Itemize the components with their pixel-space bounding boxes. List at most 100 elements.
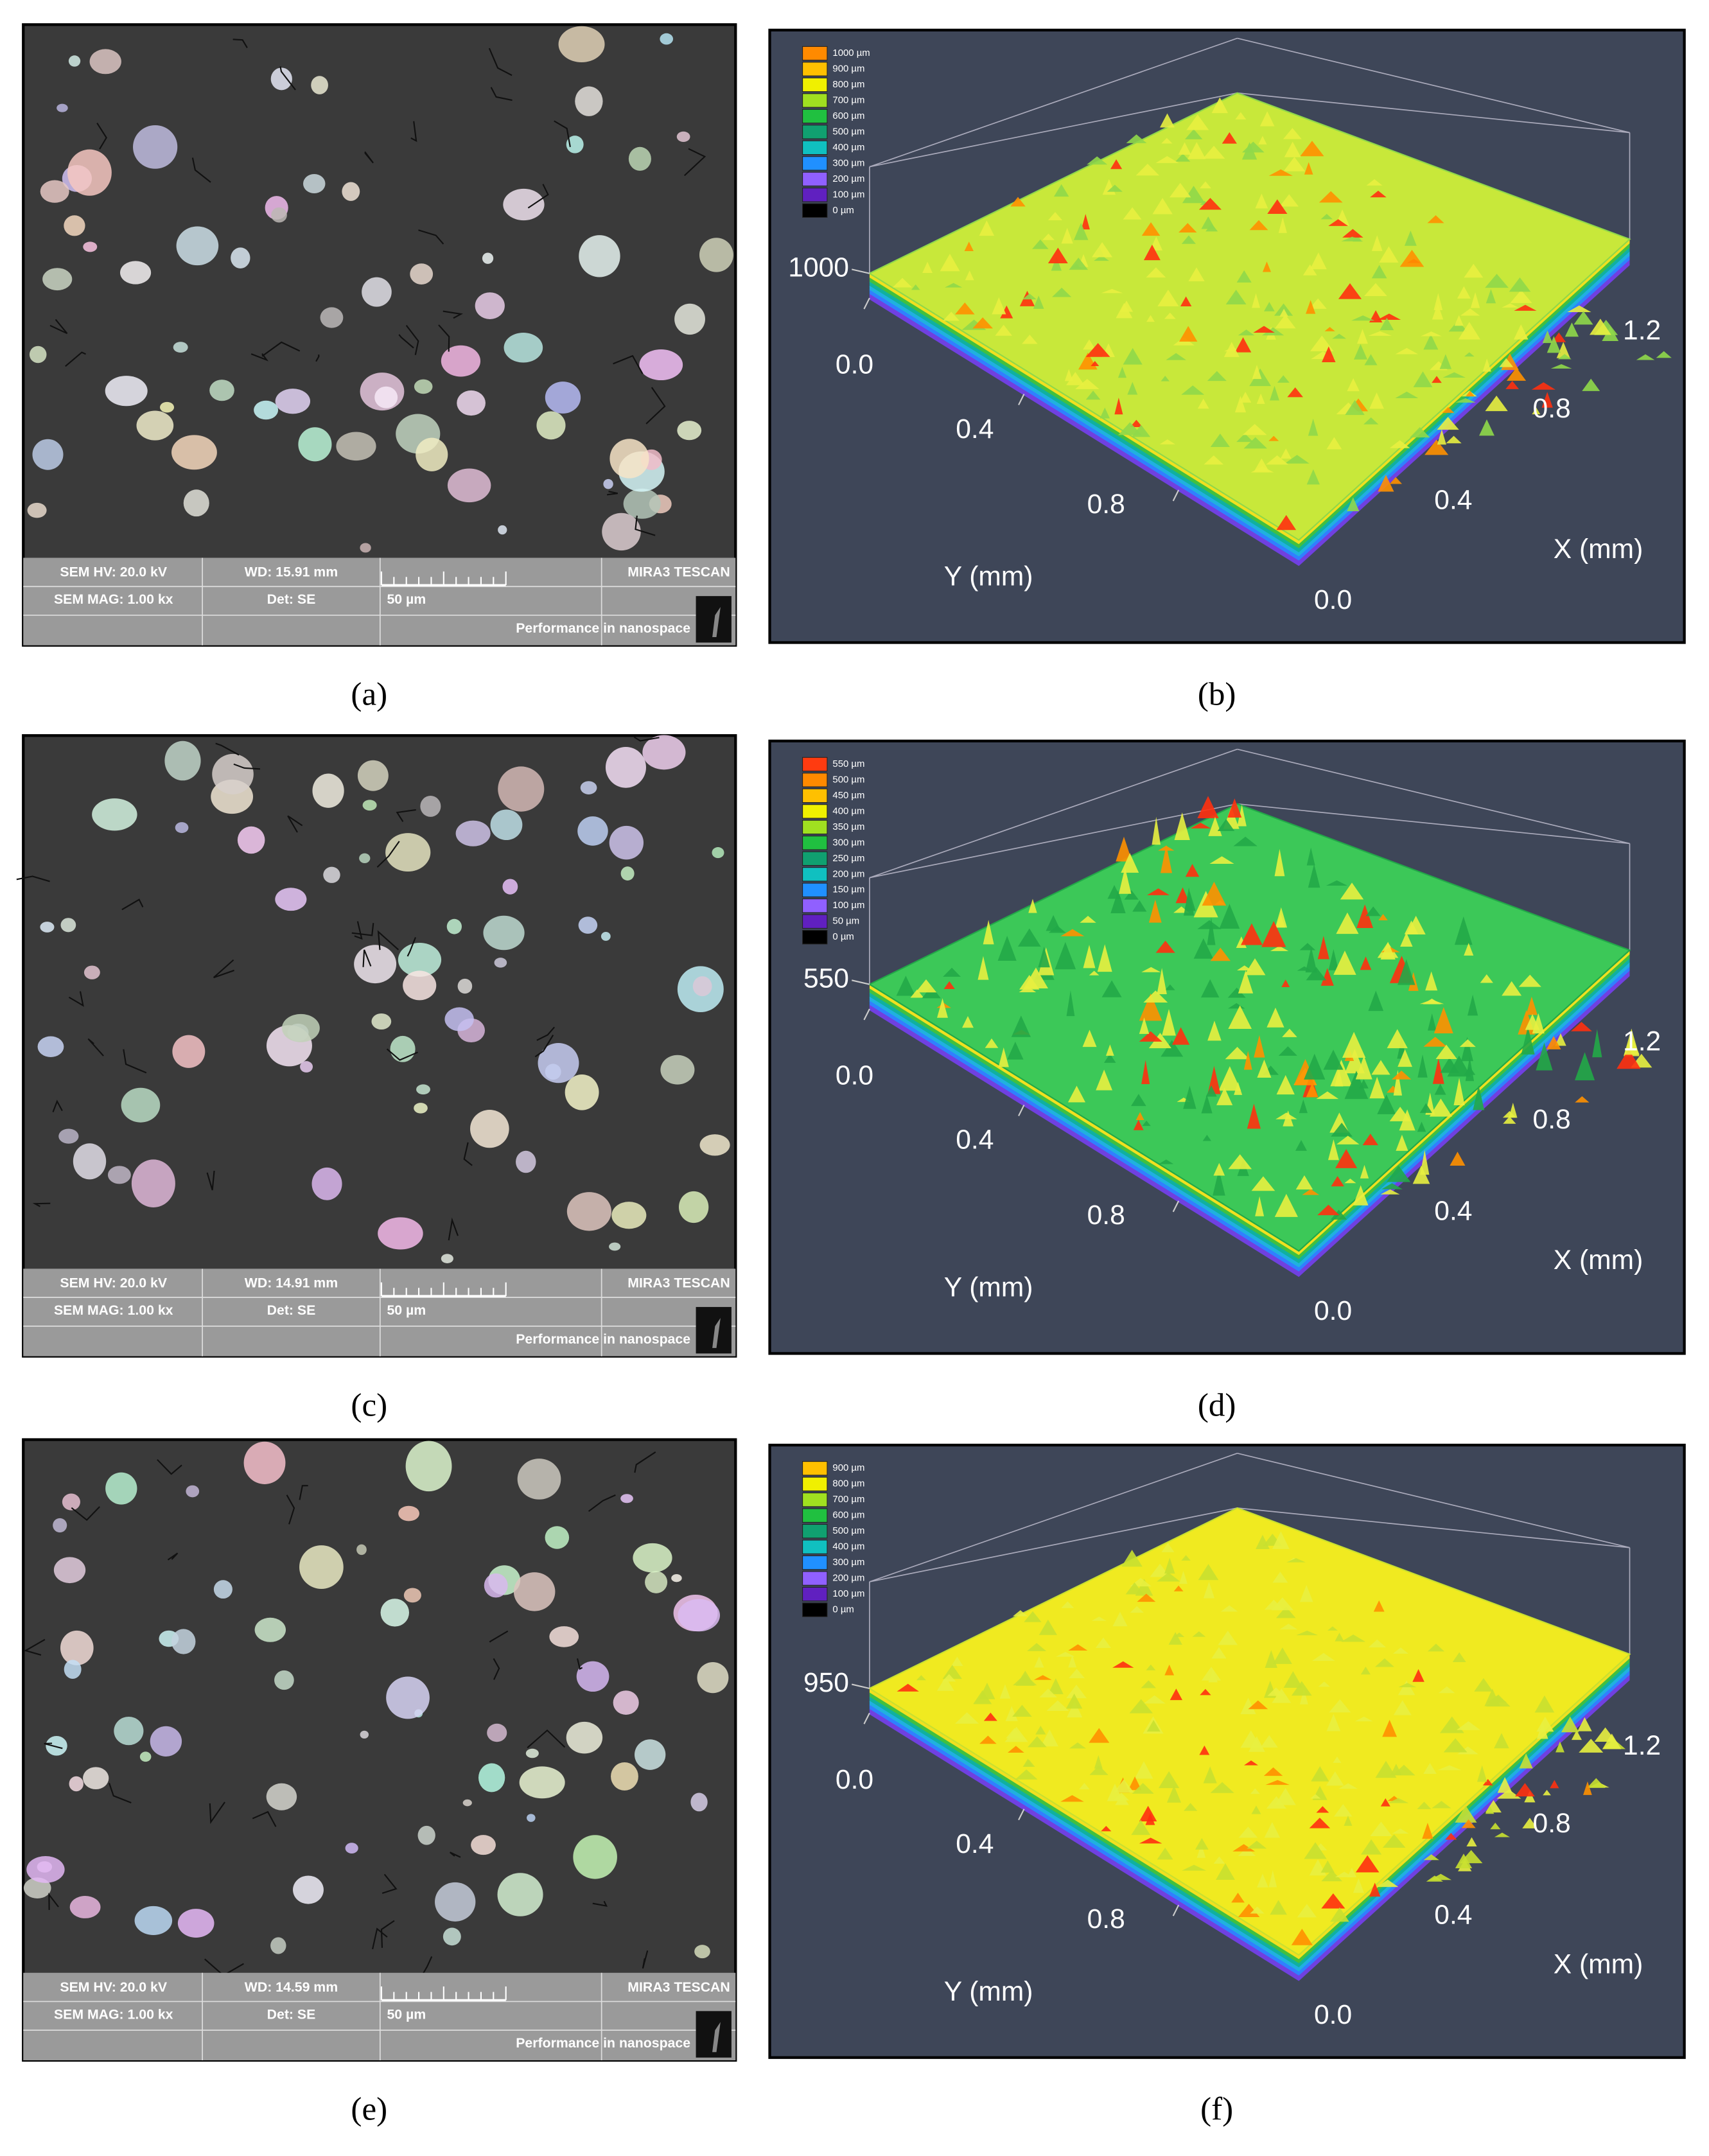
y-tick-label: 0.0: [836, 1060, 873, 1091]
particle: [311, 76, 328, 94]
crack: [354, 921, 363, 940]
surface-peak: [1344, 1049, 1365, 1074]
surface-peak: [1284, 141, 1301, 157]
particle: [609, 825, 644, 860]
particle: [171, 1629, 196, 1654]
crack: [24, 1638, 46, 1656]
legend-swatch: [802, 1602, 828, 1617]
surface-peak: [1376, 1879, 1399, 1888]
surface-peak: [1238, 970, 1254, 994]
particle: [642, 735, 686, 770]
y-tick: [1018, 1809, 1025, 1821]
surface-peak: [1252, 364, 1262, 380]
surface-peak: [1370, 1821, 1392, 1836]
legend-swatch: [802, 1555, 828, 1570]
info-hv: SEM HV: 20.0 kV: [60, 1275, 167, 1290]
surface-peak: [1166, 353, 1187, 360]
particle: [660, 1055, 695, 1085]
crack: [206, 1170, 215, 1191]
surface-peak: [1448, 320, 1468, 332]
particle: [441, 1254, 453, 1263]
crack: [123, 1049, 147, 1074]
particle: [270, 1937, 286, 1954]
surface-peak: [1577, 1717, 1592, 1731]
surface-peak: [1083, 945, 1096, 968]
surface-peak: [1091, 242, 1113, 258]
surface-peak: [1035, 1726, 1046, 1735]
surface-peak: [1027, 1736, 1047, 1748]
logo-mark: [712, 607, 721, 637]
surface-peak: [1202, 1134, 1212, 1141]
y-tick-label: 0.4: [956, 414, 994, 444]
surface-peak: [965, 270, 974, 281]
surface-peak: [1344, 1071, 1369, 1100]
surface-peak: [1320, 968, 1334, 986]
legend-label: 700 µm: [832, 95, 864, 105]
surface-peak: [1047, 1678, 1064, 1694]
particle: [635, 1739, 666, 1770]
surface-peak: [1396, 1134, 1408, 1151]
surface-peak: [1332, 333, 1347, 339]
surface-peak: [979, 220, 995, 236]
surface-peak: [1296, 1630, 1319, 1636]
particle: [435, 1882, 476, 1922]
surface-peak: [1248, 1700, 1268, 1710]
surface-peak: [1468, 994, 1478, 1016]
surface-peak: [1302, 264, 1317, 276]
particle: [690, 1792, 708, 1812]
surface-peak: [1209, 856, 1234, 864]
surface-peak: [1089, 1728, 1110, 1743]
surface-peak: [1575, 1052, 1595, 1081]
surface-peak: [1201, 1094, 1213, 1114]
surface-peak: [1391, 1070, 1412, 1080]
legend-swatch: [802, 788, 828, 803]
legend-label: 500 µm: [832, 1526, 864, 1536]
surface-peak: [1148, 899, 1162, 923]
legend-label: 900 µm: [832, 64, 864, 74]
particle: [172, 1035, 206, 1068]
surface-peak: [1272, 1647, 1292, 1664]
crack: [381, 1873, 398, 1894]
surface-peak: [1427, 215, 1444, 223]
surface-peak: [1046, 1700, 1069, 1712]
surface-peak: [1094, 255, 1109, 261]
particle: [105, 1472, 137, 1505]
crack: [386, 1048, 418, 1061]
particle: [549, 1626, 579, 1647]
crack: [448, 1217, 459, 1241]
particle: [58, 1128, 79, 1144]
surface-peak: [936, 1677, 954, 1691]
surface-peak: [1455, 1854, 1473, 1869]
particle: [57, 103, 68, 112]
surface-peak: [1051, 256, 1062, 271]
info-hv: SEM HV: 20.0 kV: [60, 1979, 167, 1995]
particle: [516, 1150, 536, 1173]
legend-label: 450 µm: [832, 791, 864, 801]
surface-peak: [1141, 1060, 1150, 1085]
z-max-label: 950: [803, 1667, 849, 1698]
surface-peak: [1205, 223, 1218, 232]
bounding-box: [869, 1453, 1238, 1582]
surface-peak: [1198, 198, 1222, 210]
legend-label: 200 µm: [832, 869, 864, 879]
particle: [447, 468, 491, 503]
surface-peak: [1392, 1828, 1409, 1834]
particle: [475, 292, 505, 319]
surface-peak: [1279, 1624, 1298, 1630]
particle: [360, 1730, 369, 1739]
legend-swatch: [802, 819, 828, 835]
surface-peak: [1225, 1047, 1250, 1060]
surface-peak: [1236, 270, 1252, 283]
particle: [133, 125, 178, 169]
legend-swatch: [802, 836, 828, 850]
particle: [478, 1763, 505, 1792]
particle: [281, 1013, 320, 1042]
surface-peak: [1184, 887, 1195, 916]
particle: [176, 226, 219, 266]
x-axis-label: X (mm): [1554, 1245, 1643, 1275]
surface-peak: [1458, 322, 1481, 340]
particle: [362, 277, 392, 307]
particle: [620, 866, 635, 881]
particle: [677, 421, 702, 441]
surface-peak: [1264, 1821, 1281, 1838]
